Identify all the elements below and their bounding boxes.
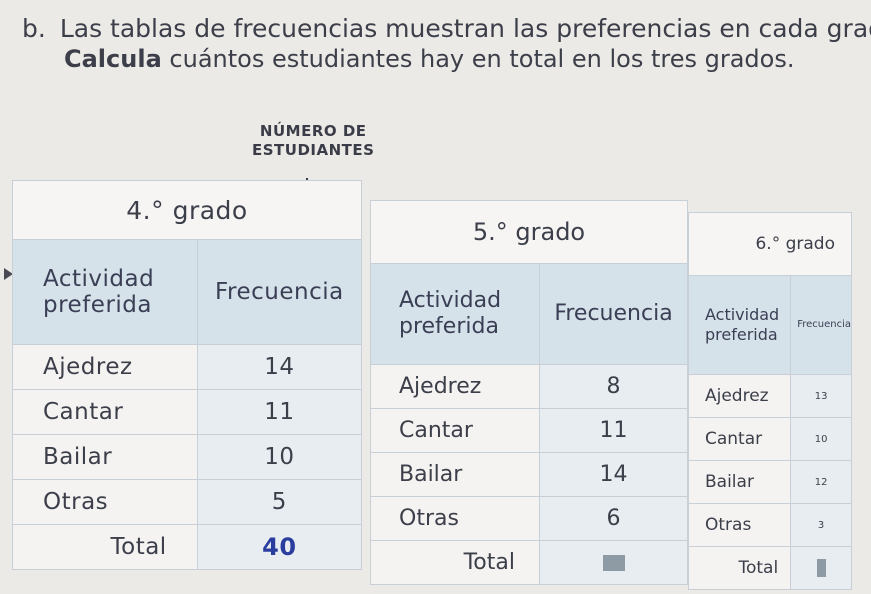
side-marker-icon — [4, 268, 13, 280]
activity-cell: Bailar — [12, 434, 198, 480]
table-row: Ajedrez 13 — [687, 374, 852, 418]
total-label: Total — [12, 524, 198, 570]
total-row: Total — [687, 546, 852, 590]
column-header-frequency: Frecuencia — [539, 263, 688, 365]
exercise-letter: b. — [22, 14, 46, 43]
callout-line-2: ESTUDIANTES — [252, 141, 375, 159]
frequency-cell: 10 — [790, 417, 852, 461]
column-header-frequency: Frecuencia — [196, 239, 363, 345]
activity-cell: Cantar — [12, 389, 198, 435]
activity-cell: Bailar — [370, 452, 540, 497]
table-title: 4.° grado — [12, 180, 362, 240]
table-row: Cantar 11 — [12, 389, 363, 435]
table-row: Bailar 10 — [12, 434, 363, 480]
table-title: 5.° grado — [370, 200, 688, 264]
activity-cell: Otras — [687, 503, 792, 547]
table-row: Otras 6 — [370, 496, 688, 541]
activity-cell: Ajedrez — [687, 374, 792, 418]
frequency-cell: 13 — [790, 374, 852, 418]
blank-answer-box[interactable] — [816, 559, 826, 577]
total-label: Total — [687, 546, 792, 590]
table-row: Ajedrez 14 — [12, 344, 363, 390]
table-row: Ajedrez 8 — [370, 364, 688, 409]
table-row: Bailar 14 — [370, 452, 688, 497]
blank-answer-box[interactable] — [602, 555, 625, 571]
table-row: Otras 5 — [12, 479, 363, 525]
frequency-cell: 14 — [196, 344, 363, 390]
exercise-prompt: b. Las tablas de frecuencias muestran las… — [22, 14, 871, 74]
frequency-cell: 14 — [539, 452, 688, 497]
activity-cell: Otras — [370, 496, 540, 541]
callout-line-1: NÚMERO DE — [259, 122, 367, 140]
column-header-activity: Actividad preferida — [12, 239, 198, 345]
total-answer-box[interactable] — [539, 540, 688, 585]
column-header-activity: Actividad preferida — [687, 275, 792, 375]
prompt-line-1: b. Las tablas de frecuencias muestran las… — [22, 14, 871, 44]
frequency-cell: 6 — [539, 496, 688, 541]
table-row: Otras 3 — [687, 503, 852, 547]
prompt-keyword: Calcula — [64, 45, 162, 73]
column-header-frequency: Frecuencia — [790, 275, 852, 375]
column-header-activity: Actividad preferida — [370, 263, 540, 365]
callout-label: NÚMERO DE ESTUDIANTES — [252, 122, 374, 160]
activity-cell: Cantar — [370, 408, 540, 453]
frequency-cell: 8 — [539, 364, 688, 409]
frequency-table-5th-grade: 5.° grado Actividad preferida Frecuencia… — [370, 200, 688, 585]
table-row: Cantar 11 — [370, 408, 688, 453]
table-title: 6.° grado — [688, 212, 852, 276]
frequency-cell: 11 — [539, 408, 688, 453]
table-row: Cantar 10 — [687, 417, 852, 461]
table-row: Bailar 12 — [687, 460, 852, 504]
activity-cell: Otras — [12, 479, 198, 525]
activity-cell: Ajedrez — [12, 344, 198, 390]
prompt-line-2: Calcula cuántos estudiantes hay en total… — [22, 44, 862, 74]
total-row: Total — [370, 540, 688, 585]
total-label: Total — [370, 540, 540, 585]
frequency-cell: 10 — [196, 434, 363, 480]
frequency-cell: 11 — [196, 389, 363, 435]
frequency-cell: 12 — [790, 460, 852, 504]
activity-cell: Bailar — [687, 460, 792, 504]
frequency-table-6th-grade: 6.° grado Actividad preferida Frecuencia… — [687, 212, 852, 590]
activity-cell: Cantar — [687, 417, 792, 461]
frequency-cell: 5 — [196, 479, 363, 525]
prompt-text-2: cuántos estudiantes hay en total en los … — [169, 45, 795, 73]
total-value: 40 — [196, 524, 363, 570]
prompt-text-1: Las tablas de frecuencias muestran las p… — [59, 14, 871, 43]
frequency-table-4th-grade: 4.° grado Actividad preferida Frecuencia… — [12, 180, 363, 570]
total-answer-box[interactable] — [790, 546, 852, 590]
activity-cell: Ajedrez — [370, 364, 540, 409]
total-row: Total 40 — [12, 524, 363, 570]
frequency-cell: 3 — [790, 503, 852, 547]
